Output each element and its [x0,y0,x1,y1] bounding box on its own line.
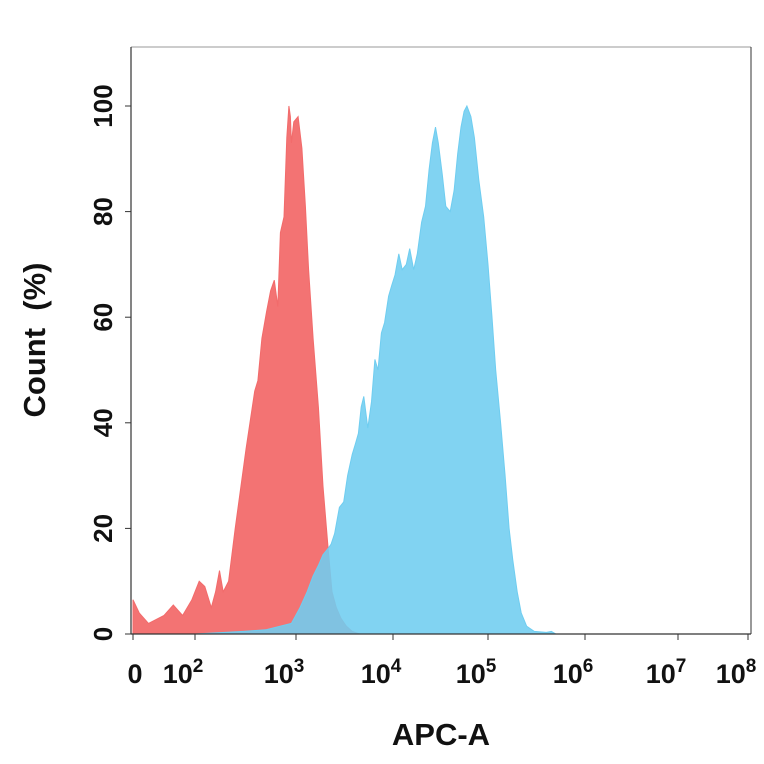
y-tick-label: 60 [88,303,118,332]
x-tick-label: 105 [456,656,497,689]
histogram-series-2 [194,104,558,635]
y-tick-label: 40 [88,408,118,437]
x-tick-label: 102 [163,656,204,689]
y-tick-label: 80 [88,197,118,226]
x-axis-title: APC-A [392,717,490,752]
y-axis-title: Count (%) [17,263,52,418]
y-tick-label: 100 [88,84,118,127]
x-tick-label: 108 [716,656,757,689]
x-tick-label: 0 [127,659,142,689]
x-tick-label: 104 [361,656,402,689]
x-tick-label: 107 [646,656,687,689]
x-tick-label: 103 [264,656,305,689]
plot-area [132,104,558,635]
x-tick-label: 106 [553,656,594,689]
axes: 0 20 40 60 80 100 0 102 103 104 105 106 107 108 [88,46,757,689]
y-tick-label: 20 [88,514,118,543]
histogram-series-1 [132,105,360,635]
y-tick-label: 0 [88,627,118,641]
